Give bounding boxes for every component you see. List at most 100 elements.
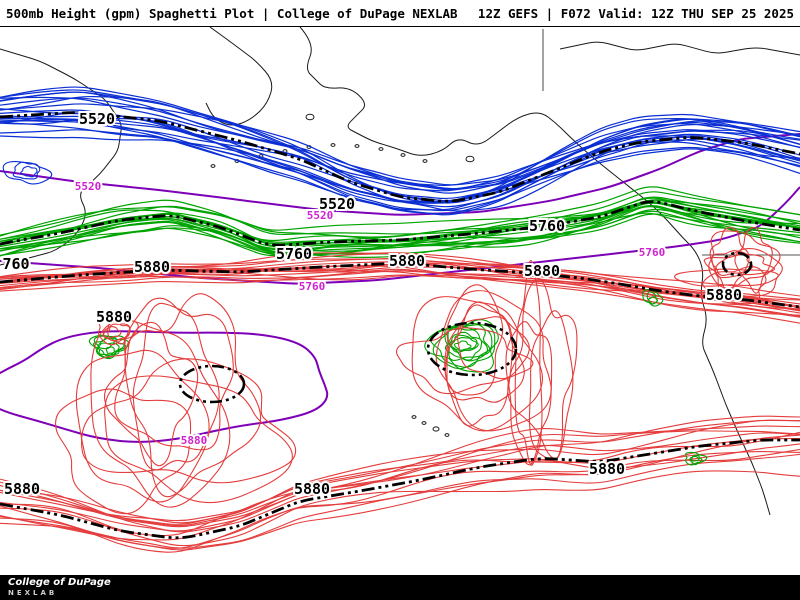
red-loops-east-member — [709, 227, 750, 294]
contour-5880-south-member — [0, 415, 800, 527]
contour-5880-south-member — [0, 443, 800, 541]
island-outline — [444, 433, 450, 437]
cutoff-green-central-member — [447, 324, 489, 362]
contour-label-5880: 5880 — [706, 286, 742, 304]
contour-label-5520: 5520 — [307, 209, 334, 222]
island-outline — [432, 426, 440, 432]
contour-5880-south-member — [0, 448, 800, 553]
island-outline — [210, 164, 216, 168]
island-outline — [305, 113, 315, 121]
cutoff-green-west-member — [105, 346, 116, 354]
cutoff-green-central-member — [424, 319, 499, 373]
cutoff-green-southeast-member — [689, 454, 703, 466]
contour-5760-member — [0, 186, 800, 245]
contour-label-5760: 5760 — [639, 246, 666, 259]
contour-5880-north-member — [0, 252, 800, 311]
red-loops-east-member — [734, 226, 773, 294]
contour-5760-member — [0, 206, 800, 256]
cutoff-green-central-member — [430, 327, 493, 368]
contour-label-760: 760 — [2, 255, 29, 273]
ensemble-mean-closed-loop — [178, 364, 246, 404]
island-outline — [421, 421, 427, 425]
contour-5520-member — [0, 135, 800, 203]
contour-5520-member — [0, 117, 800, 212]
contour-label-5880: 5880 — [134, 258, 170, 276]
red-loops-central-member — [395, 327, 534, 395]
cod-nexlab-logo: College of DuPage NEXLAB — [8, 576, 111, 598]
contour-5520-member — [0, 129, 800, 212]
island-outline — [465, 155, 475, 163]
red-loops-west-member — [90, 319, 231, 508]
contour-label-5880: 5880 — [389, 252, 425, 270]
contour-label-5880: 5880 — [4, 480, 40, 498]
contour-5760-member — [0, 213, 800, 257]
red-loops-central-member — [444, 304, 513, 427]
contour-5880-south-member — [0, 470, 800, 547]
contour-label-5880: 5880 — [524, 262, 560, 280]
red-loops-west-member — [104, 375, 293, 504]
red-rings-west-member — [107, 325, 122, 339]
logo-text-line1: College of DuPage — [8, 576, 111, 588]
island-outline — [400, 153, 406, 157]
ensemble-mean-contour-5520 — [0, 111, 800, 203]
red-loops-east-member — [708, 230, 781, 289]
contour-5520-member — [0, 96, 800, 186]
red-loops-central-member — [411, 296, 544, 432]
cutoff-blue-nw-member — [20, 165, 38, 178]
chart-header: 500mb Height (gpm) Spaghetti Plot | Coll… — [0, 0, 800, 27]
contour-label-5880: 5880 — [181, 434, 208, 447]
cutoff-green-southeast-member — [690, 455, 700, 462]
contour-label-5520: 5520 — [79, 110, 115, 128]
contour-5760-member — [0, 201, 800, 246]
contour-label-5880: 5880 — [294, 480, 330, 498]
ensemble-mean-contour-5880-south — [0, 438, 800, 540]
island-outline — [330, 143, 336, 147]
contour-label-5880: 5880 — [589, 460, 625, 478]
contour-5520-member — [0, 97, 800, 191]
red-rings-west-member — [102, 323, 131, 342]
contour-5880-south-member — [0, 419, 800, 525]
island-outline — [422, 159, 428, 163]
red-loops-east-member — [703, 253, 776, 279]
coastline-arctic — [559, 41, 800, 56]
red-loops-central-member — [435, 290, 552, 432]
island-outline — [354, 144, 360, 148]
red-loops-east-member — [714, 248, 783, 297]
red-loops-west-member — [75, 349, 210, 503]
contour-5520-member — [0, 91, 800, 202]
ensemble-mean-closed-loop — [721, 251, 753, 277]
ensemble-mean-closed-loop — [426, 321, 518, 377]
logo-text-line2: NEXLAB — [8, 588, 58, 597]
contour-5760-member — [0, 196, 800, 251]
contour-5520-member — [0, 95, 800, 190]
cutoff-green-central-member — [444, 322, 491, 361]
contour-label-5880: 5880 — [96, 308, 132, 326]
red-loops-west-member — [80, 358, 297, 484]
coastline-chukotka — [205, 27, 273, 126]
red-loops-central-member — [457, 316, 530, 380]
contour-label-5520: 5520 — [319, 195, 355, 213]
contour-5880-south-member — [0, 432, 800, 522]
contour-5880-south-member — [0, 430, 800, 533]
red-loops-east-member — [702, 266, 767, 305]
contour-5760-member — [0, 199, 800, 242]
contour-label-5520: 5520 — [75, 180, 102, 193]
coastline-siberia — [0, 48, 122, 266]
contour-5880-south-member — [0, 419, 800, 524]
red-loops-central-member — [444, 284, 504, 396]
red-rings-west-member — [97, 313, 139, 346]
chart-run-valid-time: 12Z GEFS | F072 Valid: 12Z THU SEP 25 20… — [477, 5, 794, 21]
contour-5520-member — [0, 86, 800, 204]
cutoff-blue-nw-member — [2, 161, 53, 185]
red-loops-west-member — [103, 321, 199, 467]
red-band-mid-member — [505, 321, 553, 466]
cutoff-blue-nw-member — [12, 161, 41, 180]
cutoff-green-california-member — [648, 296, 659, 305]
contour-5520-member — [0, 117, 800, 211]
contour-5880-south-member — [0, 453, 800, 549]
contour-5880-north-member — [0, 274, 800, 312]
contour-5520-member — [0, 108, 800, 204]
island-outline — [411, 415, 417, 419]
